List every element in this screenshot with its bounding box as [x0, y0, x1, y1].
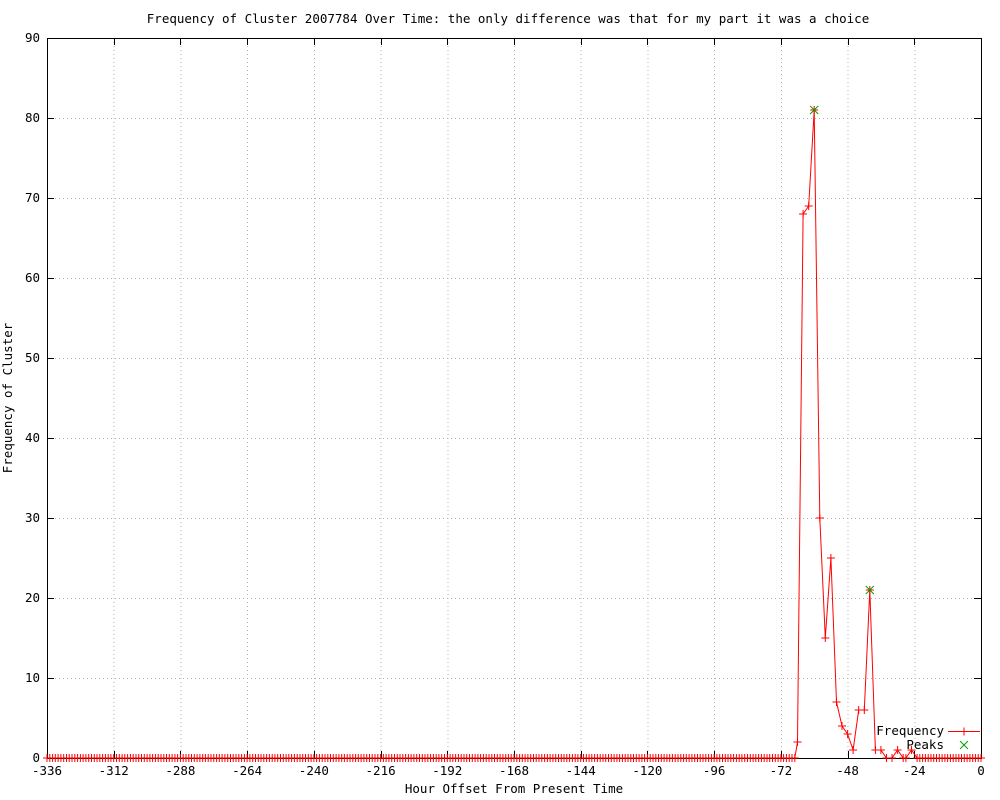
y-axis-label: Frequency of Cluster — [0, 322, 15, 473]
x-tick-label: -264 — [232, 763, 262, 778]
legend-label-frequency: Frequency — [876, 723, 944, 738]
grid-lines — [47, 38, 981, 758]
x-tick-label: -24 — [903, 763, 926, 778]
y-tick-label: 80 — [25, 110, 40, 125]
x-tick-label: -72 — [770, 763, 793, 778]
legend-sample-peaks — [959, 740, 969, 750]
x-tick-label: -216 — [366, 763, 396, 778]
legend-label-peaks: Peaks — [906, 737, 944, 752]
x-tick-label: -336 — [32, 763, 62, 778]
x-tick-label: -288 — [165, 763, 195, 778]
y-tick-label: 40 — [25, 430, 40, 445]
x-tick-label: -48 — [836, 763, 859, 778]
peaks-series — [809, 105, 875, 595]
chart-title: Frequency of Cluster 2007784 Over Time: … — [147, 11, 869, 26]
x-tick-label: -144 — [566, 763, 596, 778]
x-axis-label: Hour Offset From Present Time — [405, 781, 623, 796]
y-tick-label: 20 — [25, 590, 40, 605]
legend-sample-frequency — [948, 727, 980, 736]
x-tick-label: -192 — [432, 763, 462, 778]
x-tick-labels: -336 -312 -288 -264 -240 -216 -192 -168 -144 -120… — [32, 763, 985, 778]
y-tick-label: 70 — [25, 190, 40, 205]
y-tick-label: 0 — [32, 750, 40, 765]
y-tick-label: 10 — [25, 670, 40, 685]
y-tick-label: 30 — [25, 510, 40, 525]
y-tick-label: 60 — [25, 270, 40, 285]
chart-text-layer: Frequency of Cluster 2007784 Over Time: … — [0, 11, 980, 796]
y-tick-labels: 0 10 20 30 40 50 60 70 80 90 — [25, 30, 40, 765]
frequency-series — [43, 106, 985, 762]
x-tick-label: -168 — [499, 763, 529, 778]
x-tick-label: -312 — [99, 763, 129, 778]
y-tick-label: 90 — [25, 30, 40, 45]
legend: Frequency Peaks — [876, 723, 980, 752]
x-tick-label: -120 — [632, 763, 662, 778]
x-tick-label: 0 — [977, 763, 985, 778]
plus-marker-icon — [43, 106, 985, 762]
x-tick-label: -96 — [703, 763, 726, 778]
x-tick-label: -240 — [299, 763, 329, 778]
y-tick-label: 50 — [25, 350, 40, 365]
